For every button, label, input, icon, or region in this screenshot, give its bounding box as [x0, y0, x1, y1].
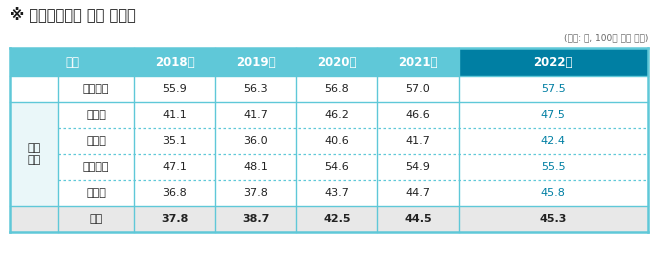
Text: 2020년: 2020년	[317, 56, 357, 69]
Text: 45.3: 45.3	[540, 214, 567, 224]
Text: 장애인: 장애인	[86, 110, 106, 120]
Bar	[134, 76, 215, 102]
Text: 저소득층: 저소득층	[83, 162, 109, 172]
Text: 45.8: 45.8	[541, 188, 566, 198]
Text: 36.8: 36.8	[163, 188, 188, 198]
Bar	[297, 76, 378, 102]
Bar	[134, 102, 215, 128]
Text: 농어민: 농어민	[86, 188, 106, 198]
Text: 41.7: 41.7	[405, 136, 430, 146]
Bar	[297, 180, 378, 206]
Text: 54.6: 54.6	[324, 162, 349, 172]
Text: 36.0: 36.0	[243, 136, 268, 146]
Bar	[459, 128, 648, 154]
Bar	[378, 128, 459, 154]
Bar	[215, 102, 297, 128]
Text: 2021년: 2021년	[398, 56, 438, 69]
Text: 41.7: 41.7	[243, 110, 268, 120]
Bar	[10, 206, 58, 232]
Text: 37.8: 37.8	[243, 188, 268, 198]
Text: 42.5: 42.5	[323, 214, 351, 224]
Bar	[378, 180, 459, 206]
Text: 2018년: 2018년	[155, 56, 195, 69]
Text: 2019년: 2019년	[236, 56, 276, 69]
Bar	[58, 76, 134, 102]
Text: 구분: 구분	[65, 56, 79, 69]
Bar	[215, 180, 297, 206]
Bar	[459, 154, 648, 180]
Bar	[10, 128, 58, 154]
Text: 취약
계층: 취약 계층	[27, 143, 41, 165]
Text: 56.8: 56.8	[324, 84, 349, 94]
Text: 평균: 평균	[89, 214, 103, 224]
Bar	[459, 180, 648, 206]
Bar	[10, 154, 58, 180]
Bar	[378, 206, 459, 232]
Text: 47.1: 47.1	[163, 162, 188, 172]
Text: 40.6: 40.6	[324, 136, 349, 146]
Bar	[459, 48, 648, 76]
Bar	[378, 102, 459, 128]
Bar	[10, 48, 134, 76]
Bar	[215, 48, 297, 76]
Text: 일반국민: 일반국민	[83, 84, 109, 94]
Bar	[134, 206, 215, 232]
Text: 고령층: 고령층	[86, 136, 106, 146]
Bar	[58, 128, 134, 154]
Bar	[10, 76, 58, 102]
Bar	[297, 206, 378, 232]
Text: 46.2: 46.2	[324, 110, 349, 120]
Bar	[378, 48, 459, 76]
Text: 2022년: 2022년	[534, 56, 573, 69]
Bar	[215, 154, 297, 180]
Text: 43.7: 43.7	[324, 188, 349, 198]
Bar	[215, 206, 297, 232]
Text: 44.5: 44.5	[404, 214, 432, 224]
Bar	[297, 128, 378, 154]
Text: 55.5: 55.5	[541, 162, 566, 172]
Bar	[134, 48, 215, 76]
Bar	[58, 102, 134, 128]
Text: 37.8: 37.8	[161, 214, 189, 224]
Text: 46.6: 46.6	[405, 110, 430, 120]
Text: 38.7: 38.7	[242, 214, 270, 224]
Text: 57.5: 57.5	[541, 84, 566, 94]
Text: 35.1: 35.1	[163, 136, 188, 146]
Bar	[215, 76, 297, 102]
Text: 57.0: 57.0	[405, 84, 430, 94]
Bar	[58, 180, 134, 206]
Bar	[10, 180, 58, 206]
Text: 47.5: 47.5	[541, 110, 566, 120]
Bar	[297, 154, 378, 180]
Bar	[297, 48, 378, 76]
Bar	[378, 154, 459, 180]
Text: 55.9: 55.9	[163, 84, 188, 94]
Bar	[378, 76, 459, 102]
Text: (단위: 점, 100점 만점 기준): (단위: 점, 100점 만점 기준)	[564, 34, 648, 43]
Bar	[459, 76, 648, 102]
Bar	[134, 180, 215, 206]
Bar	[134, 128, 215, 154]
Text: 41.1: 41.1	[163, 110, 188, 120]
Text: 56.3: 56.3	[243, 84, 268, 94]
Bar	[459, 206, 648, 232]
Bar	[459, 102, 648, 128]
Bar	[297, 102, 378, 128]
Text: 54.9: 54.9	[405, 162, 430, 172]
Text: ※ 디지털정보화 활용 원점수: ※ 디지털정보화 활용 원점수	[10, 6, 136, 22]
Text: 48.1: 48.1	[243, 162, 268, 172]
Bar	[10, 102, 58, 128]
Bar	[134, 154, 215, 180]
Text: 42.4: 42.4	[541, 136, 566, 146]
Text: 44.7: 44.7	[405, 188, 430, 198]
Bar	[58, 154, 134, 180]
Bar	[215, 128, 297, 154]
Bar	[58, 206, 134, 232]
